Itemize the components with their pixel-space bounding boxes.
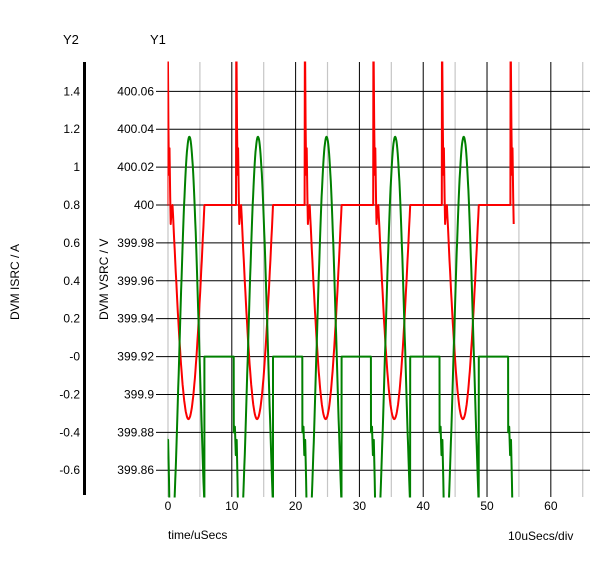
y1-tick-label: 399.96 <box>117 274 154 288</box>
y1-axis-header: Y1 <box>150 32 166 47</box>
y1-axis-title: DVM VSRC / V <box>97 238 111 320</box>
series-dvm-vsrc-path <box>167 61 515 421</box>
x-tick-label: 60 <box>544 499 558 513</box>
y2-tick-label: 1 <box>73 160 80 174</box>
y2-tick-label: 1.4 <box>63 84 80 98</box>
y1-tick-label: 399.94 <box>117 312 154 326</box>
y1-tick-label: 399.9 <box>124 387 154 401</box>
series-dvm-isrc-path <box>167 135 514 498</box>
x-tick-label: 30 <box>353 499 367 513</box>
y2-tick-label: 1.2 <box>63 122 80 136</box>
y1-tick-label: 399.92 <box>117 350 154 364</box>
x-tick-label: 10 <box>225 499 239 513</box>
y1-tick-label: 399.88 <box>117 425 154 439</box>
y2-tick-label: -0.6 <box>59 463 80 477</box>
y2-axis-line <box>83 62 86 495</box>
y2-axis-header: Y2 <box>63 32 79 47</box>
x-tick-label: 0 <box>165 499 172 513</box>
y1-tick-label: 400.02 <box>117 160 154 174</box>
y1-tick-label: 400.06 <box>117 84 154 98</box>
y2-tick-label: -0.2 <box>59 387 80 401</box>
x-tick-label: 40 <box>417 499 431 513</box>
y2-axis-title: DVM ISRC / A <box>8 243 22 320</box>
y2-tick-label: 0.6 <box>63 236 80 250</box>
y2-tick-label: 0.8 <box>63 198 80 212</box>
x-tick-label: 20 <box>289 499 303 513</box>
y1-tick-label: 399.86 <box>117 463 154 477</box>
x-axis-scale: 10uSecs/div <box>508 529 574 543</box>
y1-tick-label: 400 <box>134 198 154 212</box>
y1-tick-label: 399.98 <box>117 236 154 250</box>
y2-tick-label: 0.4 <box>63 274 80 288</box>
x-axis-title: time/uSecs <box>168 528 228 542</box>
y1-tick-label: 400.04 <box>117 122 154 136</box>
x-tick-label: 50 <box>480 499 494 513</box>
y2-tick-label: -0.4 <box>59 425 80 439</box>
y2-tick-label: -0 <box>69 350 80 364</box>
y2-tick-label: 0.2 <box>63 312 80 326</box>
